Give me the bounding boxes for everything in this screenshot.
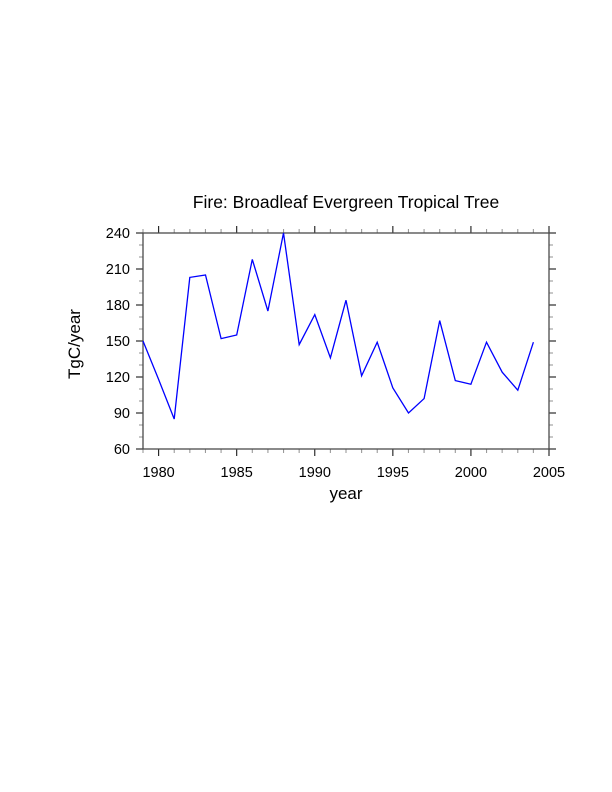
y-tick-labels: 60 90 120 150 180 210 240 — [106, 226, 130, 458]
x-tick-label: 1990 — [299, 465, 331, 481]
y-tick-label: 90 — [114, 406, 130, 422]
y-tick-label: 210 — [106, 262, 130, 278]
x-tick-labels: 1980 1985 1990 1995 2000 2005 — [142, 465, 565, 481]
y-tick-label: 60 — [114, 442, 130, 458]
x-tick-label: 1980 — [142, 465, 174, 481]
data-line — [142, 232, 535, 420]
x-tick-label: 1995 — [377, 465, 409, 481]
y-tick-label: 150 — [106, 334, 130, 350]
x-major-ticks — [158, 226, 550, 456]
plot-frame — [142, 232, 550, 450]
y-tick-label: 240 — [106, 226, 130, 242]
x-tick-label: 1985 — [221, 465, 253, 481]
y-tick-label: 180 — [106, 298, 130, 314]
chart-title: Fire: Broadleaf Evergreen Tropical Tree — [193, 192, 499, 212]
y-tick-label: 120 — [106, 370, 130, 386]
y-major-ticks — [136, 232, 556, 450]
x-tick-label: 2000 — [455, 465, 487, 481]
x-tick-label: 2005 — [533, 465, 565, 481]
x-minor-ticks — [142, 229, 534, 453]
x-axis-label: year — [329, 484, 362, 503]
y-minor-ticks — [139, 244, 553, 438]
y-axis-label: TgC/year — [65, 309, 84, 379]
